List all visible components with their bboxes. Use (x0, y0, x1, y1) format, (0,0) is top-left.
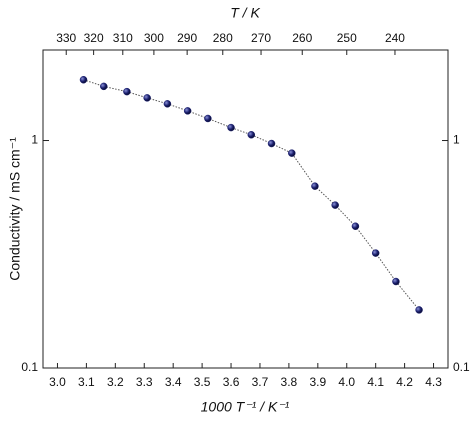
data-point (311, 182, 319, 190)
x-tick-label: 3.1 (78, 375, 95, 389)
data-point (247, 131, 256, 139)
data-point (415, 306, 423, 314)
x2-tick-label: 280 (213, 31, 233, 45)
data-point (183, 107, 192, 115)
x-tick-label: 3.7 (252, 375, 269, 389)
data-point (143, 94, 151, 102)
x-tick-label: 4.2 (396, 375, 413, 389)
x-tick-label: 3.0 (49, 375, 66, 389)
x-tick-label: 4.3 (425, 375, 442, 389)
x2-axis-title: T / K (230, 5, 260, 21)
x2-tick-label: 330 (56, 31, 76, 45)
data-point (123, 87, 131, 96)
x-tick-label: 3.4 (165, 375, 182, 389)
data-point (331, 201, 339, 209)
data-point (371, 249, 380, 257)
x2-tick-label: 320 (84, 31, 104, 45)
x2-tick-label: 260 (292, 31, 312, 45)
y-tick-label-right: 0.1 (453, 360, 470, 374)
data-point (351, 222, 360, 230)
x-tick-label: 3.8 (281, 375, 298, 389)
data-point (392, 277, 400, 286)
x-tick-label: 3.6 (223, 375, 240, 389)
x-tick-label: 3.9 (309, 375, 326, 389)
y-tick-label-right: 1 (453, 133, 460, 147)
data-point (267, 139, 276, 148)
plot-frame (42, 49, 449, 369)
data-point (100, 82, 108, 91)
x-tick-label: 3.5 (194, 375, 211, 389)
x-tick-label: 4.0 (338, 375, 355, 389)
data-point (288, 149, 296, 157)
x-tick-label: 4.1 (367, 375, 384, 389)
x2-tick-label: 270 (251, 31, 271, 45)
x2-tick-label: 290 (177, 31, 197, 45)
x2-tick-label: 240 (385, 31, 405, 45)
x2-tick-label: 310 (113, 31, 133, 45)
data-point (163, 100, 172, 108)
x-tick-label: 3.3 (136, 375, 153, 389)
x2-tick-label: 300 (144, 31, 164, 45)
data-point (79, 75, 88, 84)
x2-tick-label: 250 (337, 31, 357, 45)
x-tick-label: 3.2 (107, 375, 124, 389)
y-tick-label: 1 (31, 133, 38, 147)
y-axis-title: Conductivity / mS cm⁻¹ (7, 137, 23, 281)
data-point (227, 123, 235, 132)
data-point (204, 114, 212, 123)
x-axis-title: 1000 T⁻¹ / K⁻¹ (201, 399, 290, 415)
data-line (83, 79, 420, 311)
y-tick-label: 0.1 (21, 360, 38, 374)
